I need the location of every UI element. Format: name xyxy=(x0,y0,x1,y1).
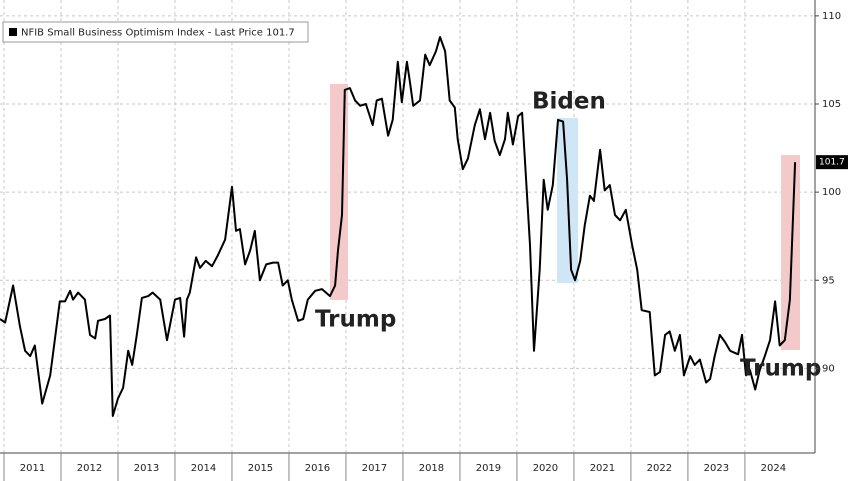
y-tick-label: 100 xyxy=(822,187,841,198)
series xyxy=(0,36,797,417)
x-tick-label: 2023 xyxy=(704,463,729,474)
x-tick-label: 2018 xyxy=(419,463,444,474)
x-tick-label: 2019 xyxy=(476,463,501,474)
legend-swatch xyxy=(9,28,17,36)
highlight-band xyxy=(781,155,800,350)
y-tick-label: 110 xyxy=(822,11,841,22)
x-tick-label: 2013 xyxy=(134,463,159,474)
annotation: Trump xyxy=(740,356,821,382)
highlight-band xyxy=(330,84,348,300)
x-tick-label: 2017 xyxy=(362,463,387,474)
x-tick-label: 2014 xyxy=(191,463,216,474)
annotation: Trump xyxy=(315,307,396,333)
y-tick-label: 90 xyxy=(822,363,835,374)
annotation: Biden xyxy=(532,89,606,115)
x-tick-label: 2016 xyxy=(305,463,330,474)
legend: NFIB Small Business Optimism Index - Las… xyxy=(2,21,309,43)
x-tick-label: 2012 xyxy=(77,463,102,474)
x-tick-label: 2024 xyxy=(761,463,786,474)
line xyxy=(0,36,797,417)
x-tick-label: 2021 xyxy=(590,463,615,474)
x-tick-label: 2011 xyxy=(20,463,45,474)
grid xyxy=(0,0,815,453)
last-price-tag xyxy=(816,155,848,170)
x-tick-label: 2015 xyxy=(248,463,273,474)
y-tick-label: 95 xyxy=(822,275,835,286)
legend-box xyxy=(2,21,309,43)
y-tick-label: 105 xyxy=(822,99,841,110)
x-tick-label: 2022 xyxy=(647,463,672,474)
x-tick-label: 2020 xyxy=(533,463,558,474)
last-price-label: 101.7 xyxy=(819,158,845,168)
axes: 90 95 100 105 110 2011 2012 2013 2014 2015 2016 201… xyxy=(3,11,848,481)
legend-label: NFIB Small Business Optimism Index - Las… xyxy=(21,28,295,39)
